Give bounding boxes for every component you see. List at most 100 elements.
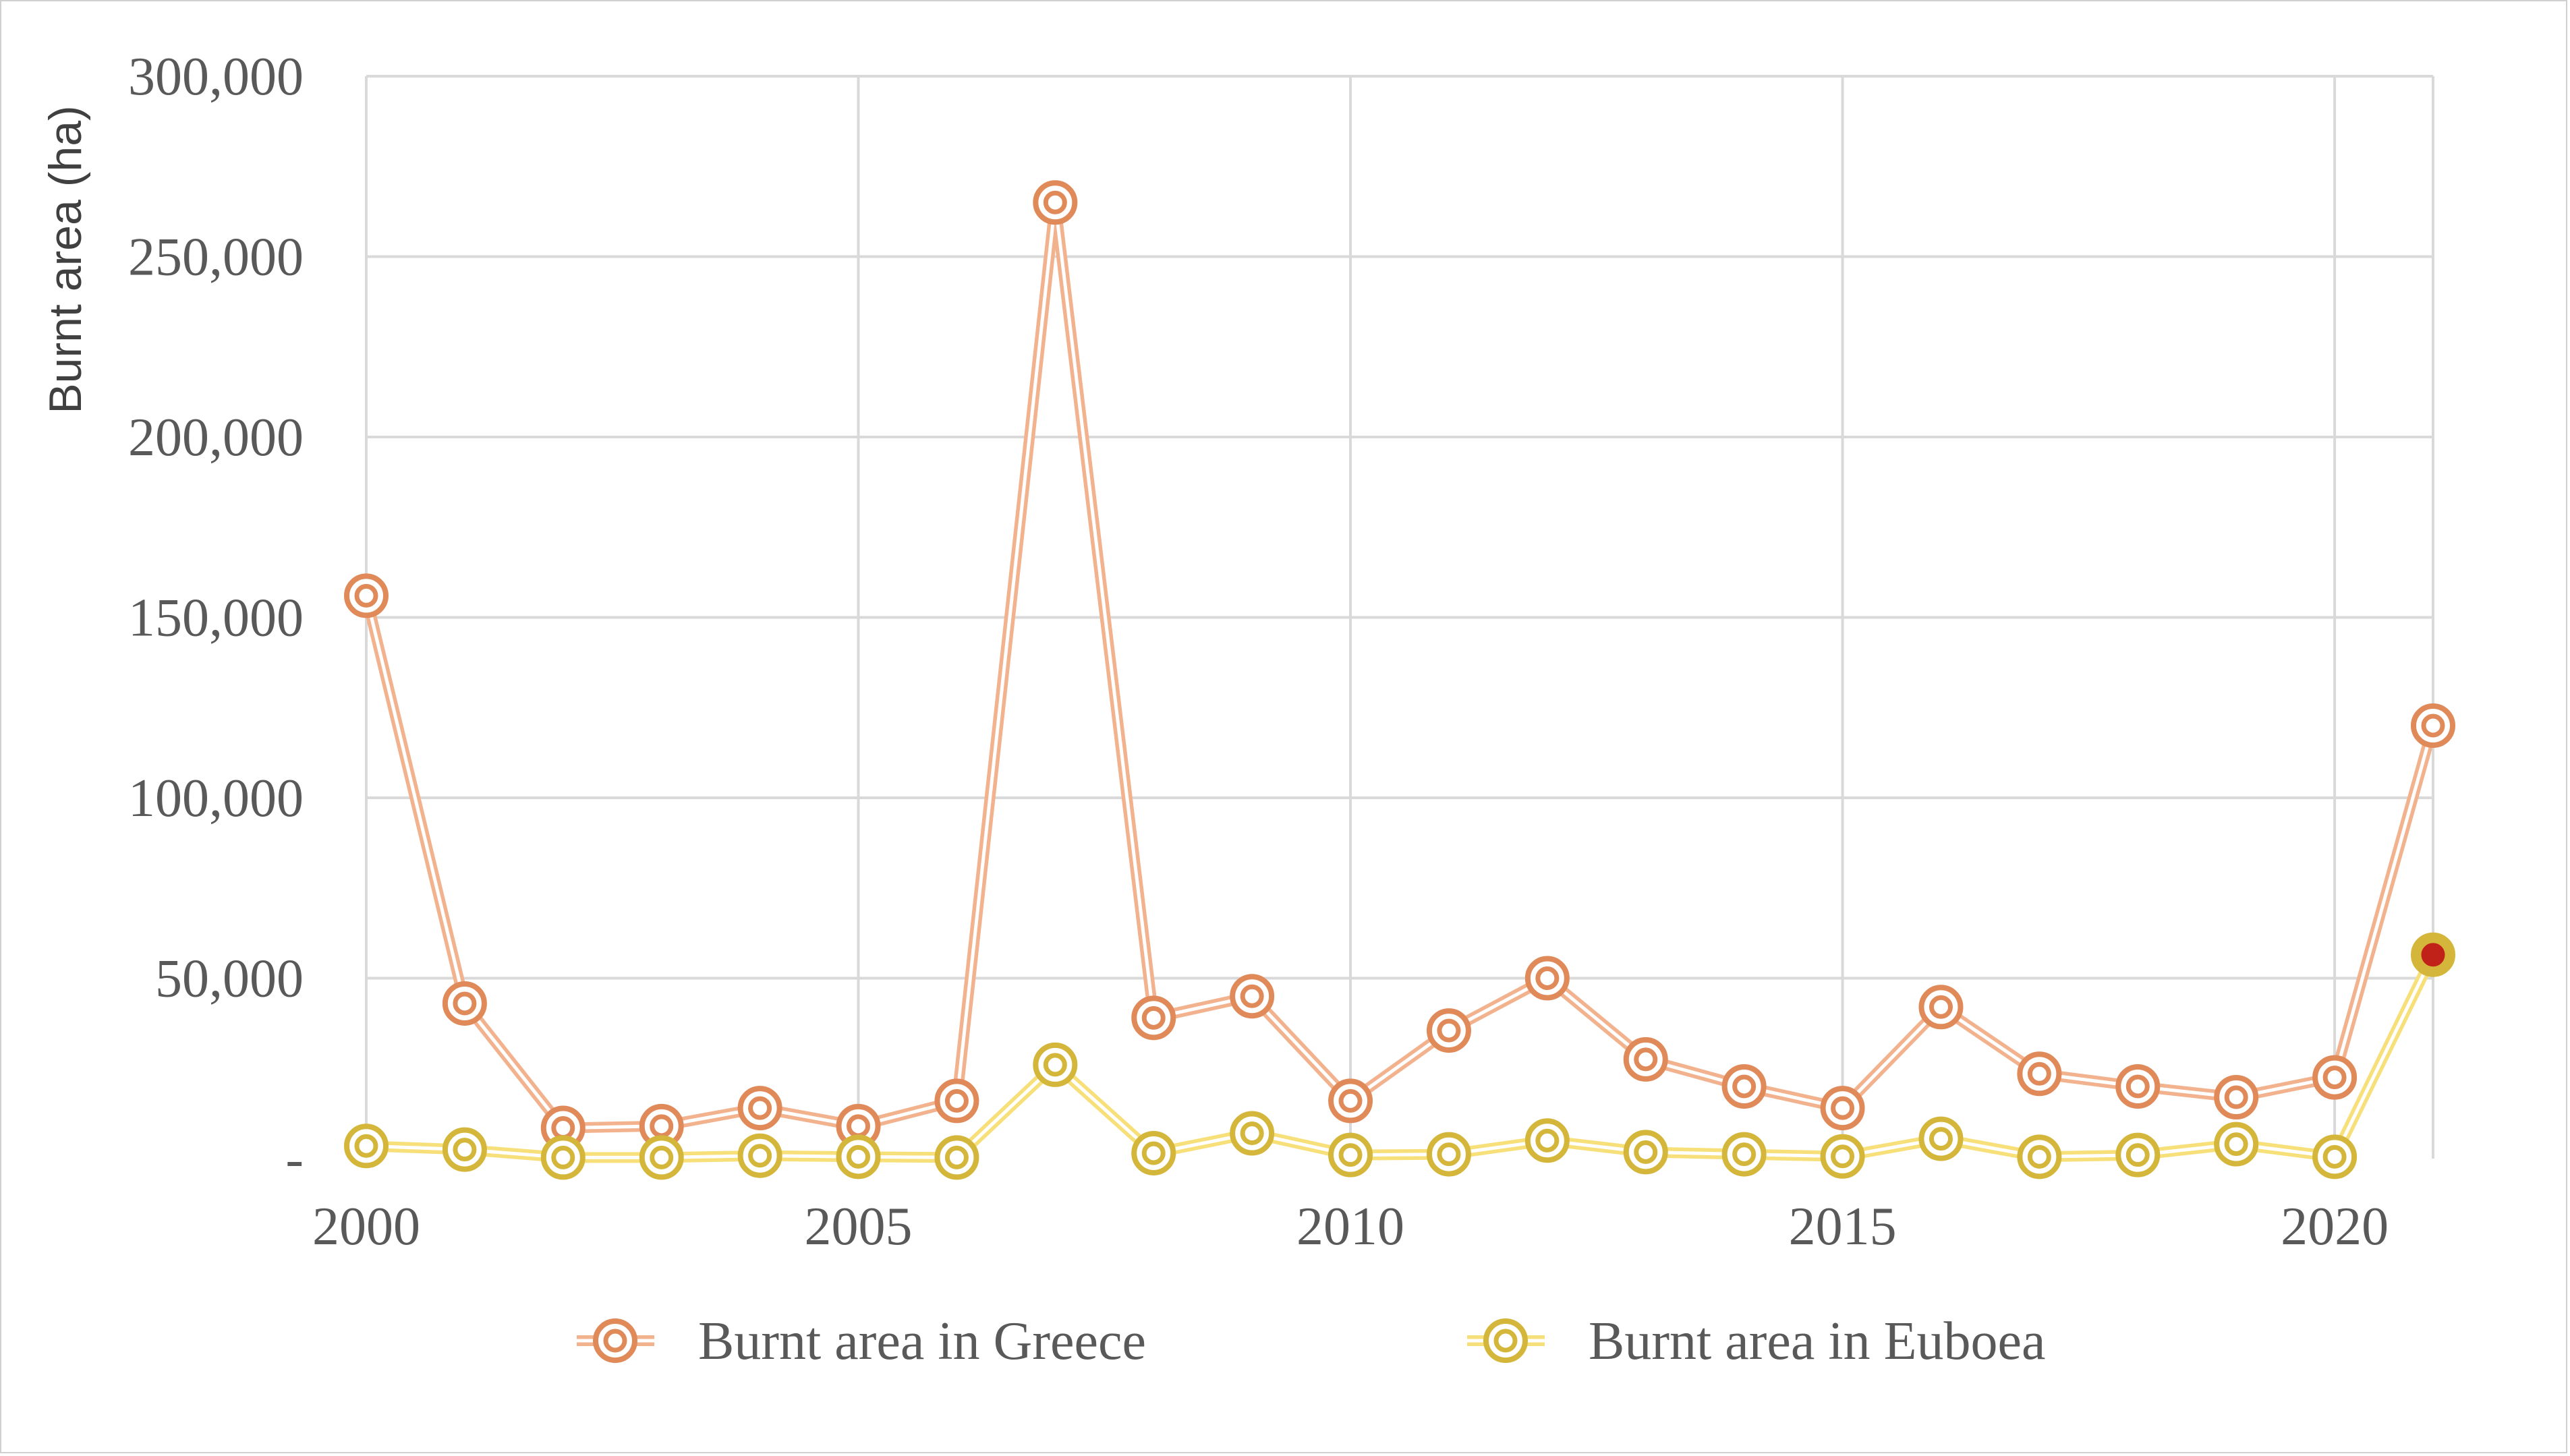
marker-inner-ring	[2027, 1144, 2051, 1169]
marker-inner-ring	[1732, 1074, 1757, 1099]
y-axis-tick-labels: - 50,000 100,000 150,000 200,000 250,000 300,0…	[128, 47, 304, 1189]
marker-outer-ring	[1033, 180, 1078, 225]
marker-inner-ring	[1831, 1144, 1855, 1169]
marker-outer-ring	[1131, 995, 1176, 1041]
x-tick-label: 2020	[2281, 1197, 2389, 1256]
data-point	[836, 1103, 881, 1148]
marker-inner-ring	[453, 991, 477, 1016]
marker-outer-ring	[934, 1078, 979, 1124]
x-tick-label: 2005	[805, 1197, 913, 1256]
marker-outer-ring	[737, 1133, 782, 1178]
marker-outer-ring	[442, 1127, 487, 1172]
data-point	[1426, 1008, 1471, 1053]
marker-outer-ring	[2214, 1122, 2259, 1167]
legend-item: Burnt area in Euboea	[1467, 1312, 2046, 1371]
marker-inner-ring	[1437, 1142, 1461, 1167]
marker-inner-ring	[354, 583, 378, 608]
marker-outer-ring	[1721, 1064, 1767, 1109]
legend-marker-inner	[603, 1329, 627, 1353]
series-line-inner	[366, 954, 2435, 1159]
data-point	[1524, 1118, 1570, 1163]
x-tick-label: 2000	[312, 1197, 420, 1256]
data-point	[1721, 1064, 1767, 1109]
marker-inner-ring	[2421, 714, 2445, 738]
data-point	[1426, 1132, 1471, 1177]
marker-outer-ring	[639, 1135, 684, 1180]
data-point	[1230, 1111, 1275, 1156]
marker-outer-ring	[1230, 1111, 1275, 1156]
data-point	[2017, 1134, 2062, 1180]
marker-inner-ring	[1634, 1047, 1658, 1072]
data-point	[1033, 180, 1078, 225]
legend-item: Burnt area in Greece	[577, 1312, 1146, 1371]
data-point	[737, 1133, 782, 1178]
data-point	[1721, 1132, 1767, 1177]
data-point	[1623, 1130, 1668, 1175]
marker-outer-ring	[1328, 1078, 1373, 1124]
data-point	[2115, 1132, 2161, 1177]
series-euboea	[344, 932, 2455, 1180]
marker-outer-ring	[1328, 1132, 1373, 1177]
y-tick-label: 250,000	[128, 228, 304, 287]
marker-inner-ring	[2224, 1085, 2248, 1109]
legend-marker-outer	[1483, 1318, 1528, 1363]
marker-inner-ring	[2224, 1132, 2248, 1157]
marker-outer-ring	[2214, 1075, 2259, 1120]
marker-outer-ring	[934, 1135, 979, 1180]
marker-outer-ring	[836, 1134, 881, 1180]
data-point	[1131, 995, 1176, 1041]
marker-inner-ring	[1437, 1018, 1461, 1043]
data-point	[737, 1086, 782, 1131]
marker-inner-ring	[748, 1096, 772, 1120]
data-point	[1820, 1086, 1865, 1131]
marker-inner-ring	[2125, 1074, 2150, 1099]
x-tick-label: 2015	[1789, 1197, 1897, 1256]
marker-outer-ring	[2115, 1064, 2161, 1109]
marker-outer-ring	[442, 981, 487, 1026]
data-point	[639, 1135, 684, 1180]
marker-inner-ring	[1535, 966, 1560, 990]
marker-inner-ring	[1929, 1127, 1953, 1151]
data-point	[1623, 1037, 1668, 1082]
x-axis-tick-labels: 2000 2005 2010 2015 2020	[312, 1197, 2389, 1256]
marker-inner-ring	[453, 1138, 477, 1162]
data-point	[442, 981, 487, 1026]
y-tick-label: 100,000	[128, 769, 304, 828]
marker-outer-ring	[1131, 1130, 1176, 1175]
marker-inner-ring	[1043, 190, 1067, 214]
legend-marker-outer	[593, 1318, 637, 1363]
marker-inner-ring	[1732, 1142, 1757, 1167]
marker-inner-ring	[1141, 1006, 1166, 1030]
y-tick-label: 50,000	[155, 950, 304, 1009]
data-point	[540, 1135, 586, 1180]
marker-inner-ring	[354, 1134, 378, 1158]
marker-inner-ring	[2027, 1061, 2051, 1086]
marker-inner-ring	[1240, 1122, 1264, 1146]
marker-outer-ring	[1918, 1116, 1964, 1161]
marker-outer-ring	[1918, 985, 1964, 1030]
marker-outer-ring	[1524, 956, 1570, 1001]
data-point	[442, 1127, 487, 1172]
marker-inner-ring	[944, 1145, 969, 1169]
marker-outer-ring	[1623, 1037, 1668, 1082]
marker-inner-ring	[1929, 995, 1953, 1019]
marker-outer-ring	[1820, 1134, 1865, 1179]
marker-outer-ring	[1230, 974, 1275, 1019]
data-point	[2411, 932, 2455, 977]
gridlines	[365, 75, 2434, 1159]
marker-outer-ring	[2115, 1132, 2161, 1177]
data-point	[2214, 1075, 2259, 1120]
data-point	[2017, 1051, 2062, 1097]
marker-outer-ring	[2017, 1051, 2062, 1097]
data-point	[1033, 1042, 1078, 1087]
legend-label: Burnt area in Greece	[698, 1312, 1146, 1371]
series-line	[361, 197, 2438, 1134]
marker-inner-ring	[1141, 1141, 1166, 1165]
marker-inner-ring	[748, 1144, 772, 1168]
y-axis-label: Burnt area (ha)	[40, 105, 91, 413]
marker-inner-ring	[1831, 1096, 1855, 1120]
marker-outer-ring	[1426, 1132, 1471, 1177]
series-greece	[344, 180, 2455, 1151]
marker-inner-ring	[944, 1088, 969, 1113]
